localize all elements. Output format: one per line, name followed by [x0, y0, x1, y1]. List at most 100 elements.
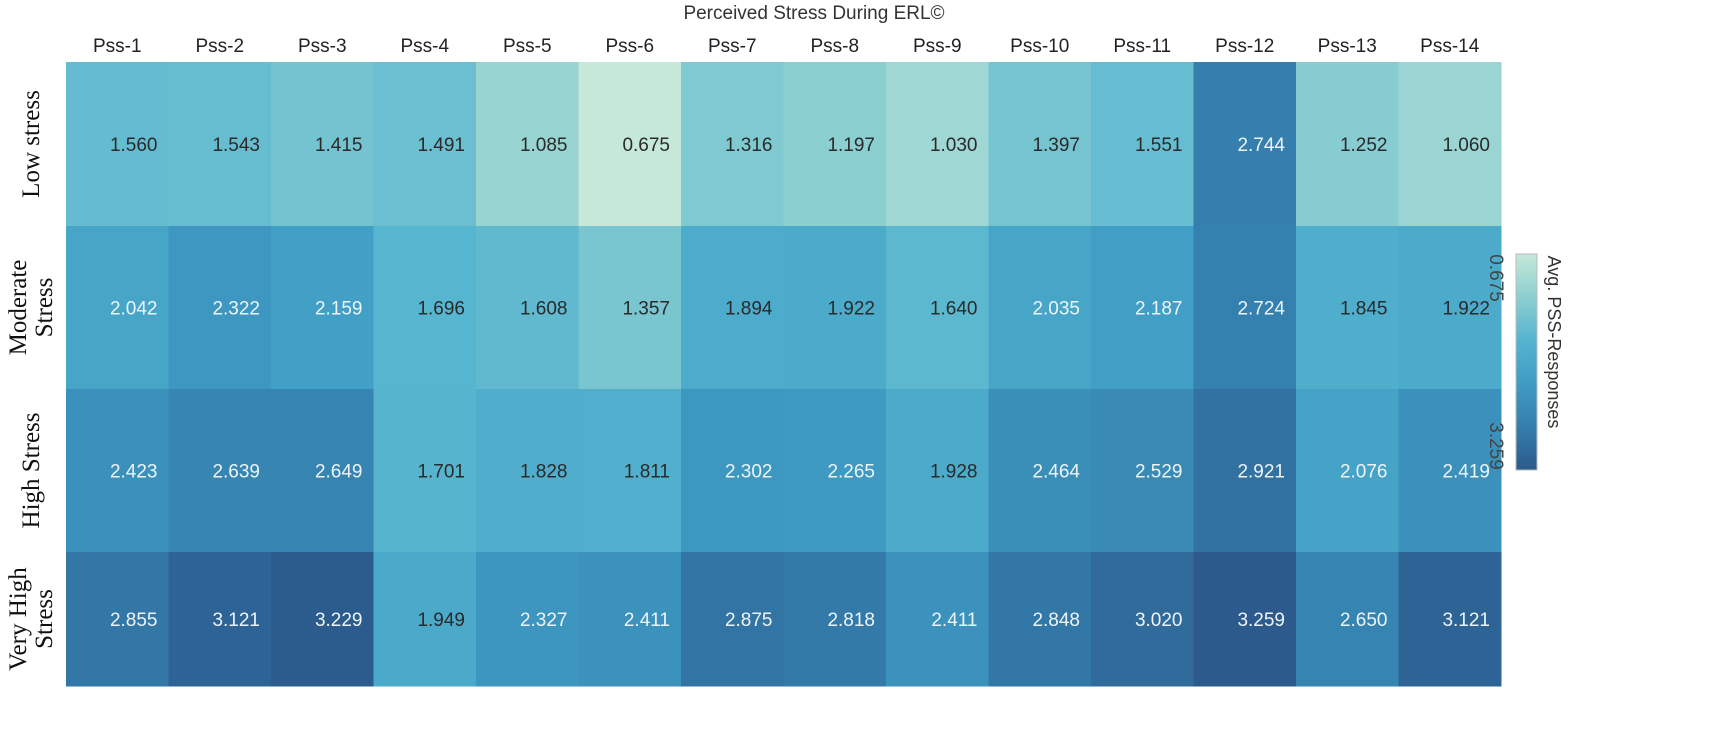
row-label-line: Very High	[5, 567, 32, 671]
column-label: Pss-10	[1010, 36, 1069, 57]
cell-value-label: 2.650	[1340, 610, 1388, 631]
row-label-line: Moderate	[5, 260, 32, 356]
cell-value-label: 1.701	[417, 462, 465, 483]
cell-value-label: 1.640	[930, 299, 978, 320]
heatmap-cell	[578, 552, 682, 687]
cell-value-label: 2.875	[725, 610, 773, 631]
heatmap-cell	[1091, 552, 1194, 687]
heatmap-cell	[168, 552, 272, 687]
cell-value-label: 1.608	[520, 299, 568, 320]
cell-value-label: 1.922	[827, 299, 875, 320]
cell-value-label: 3.121	[1442, 610, 1490, 631]
cell-value-label: 3.020	[1135, 610, 1183, 631]
row-label-line: High Stress	[18, 413, 45, 529]
heatmap-cell	[271, 552, 374, 687]
column-label: Pss-3	[298, 36, 347, 57]
cell-value-label: 2.744	[1237, 135, 1285, 156]
cell-value-label: 2.818	[827, 610, 875, 631]
cell-value-label: 3.259	[1237, 610, 1285, 631]
heatmap-cell	[886, 62, 989, 227]
cell-value-label: 1.030	[930, 135, 978, 156]
legend-min-label: 0.675	[1485, 254, 1506, 302]
cell-value-label: 0.675	[622, 135, 670, 156]
heatmap-cell	[373, 389, 477, 553]
color-legend: Avg. PSS-Responses 0.675 3.259	[1485, 253, 1564, 471]
heatmap-cell	[988, 389, 1092, 553]
heatmap-cell	[1296, 226, 1399, 390]
cell-value-label: 2.042	[110, 299, 158, 320]
cell-value-label: 2.423	[110, 462, 158, 483]
cell-value-label: 2.855	[110, 610, 158, 631]
heatmap-cell	[168, 62, 272, 227]
legend-color-bar	[1515, 253, 1538, 471]
cell-value-label: 1.085	[520, 135, 568, 156]
column-label: Pss-12	[1215, 36, 1274, 57]
cell-value-label: 1.696	[417, 299, 465, 320]
heatmap-cell	[578, 62, 682, 227]
row-label-line: Low stress	[18, 90, 45, 198]
chart-title: Perceived Stress During ERL©	[683, 3, 944, 24]
column-labels: Pss-1 Pss-2 Pss-3 Pss-4 Pss-5 Pss-6 Pss-7 Pss-8…	[93, 36, 1480, 57]
heatmap-cell	[66, 389, 169, 553]
column-label: Pss-11	[1113, 36, 1171, 57]
heatmap-cell	[66, 226, 169, 390]
heatmap-cell	[886, 389, 989, 553]
cell-value-label: 1.060	[1442, 135, 1490, 156]
cell-value-label: 2.724	[1237, 299, 1285, 320]
heatmap-cell	[476, 226, 579, 390]
column-label: Pss-2	[195, 36, 244, 57]
row-label: Moderate Stress	[5, 260, 58, 356]
cell-value-label: 1.491	[417, 135, 465, 156]
heatmap-cell	[1398, 226, 1502, 390]
heatmap-cell	[476, 389, 579, 553]
heatmap-cell	[1398, 552, 1502, 687]
column-label: Pss-14	[1420, 36, 1480, 57]
cell-value-label: 1.551	[1135, 135, 1183, 156]
cell-value-label: 2.076	[1340, 462, 1388, 483]
cell-value-label: 2.411	[624, 610, 670, 631]
cell-value-label: 1.828	[520, 462, 568, 483]
heatmap-cell	[988, 226, 1092, 390]
cell-value-label: 2.921	[1237, 462, 1285, 483]
heatmap-cell	[1193, 552, 1297, 687]
heatmap-cell	[578, 226, 682, 390]
cell-value-label: 1.197	[827, 135, 875, 156]
heatmap-cell	[66, 552, 169, 687]
legend-title: Avg. PSS-Responses	[1544, 256, 1564, 429]
heatmap-cell	[1193, 226, 1297, 390]
row-label-line: Stress	[31, 589, 58, 649]
heatmap-cell	[783, 389, 887, 553]
heatmap-cell	[783, 226, 887, 390]
heatmap-cell	[1193, 389, 1297, 553]
cell-value-label: 2.529	[1135, 462, 1183, 483]
heatmap-cell	[681, 226, 784, 390]
heatmap-cell	[373, 62, 477, 227]
cell-value-label: 2.649	[315, 462, 363, 483]
cell-value-label: 2.187	[1135, 299, 1183, 320]
row-label: High Stress	[18, 413, 45, 529]
row-label-line: Stress	[31, 278, 58, 338]
heatmap-cell	[886, 552, 989, 687]
heatmap-cell	[476, 62, 579, 227]
cell-value-label: 2.411	[931, 610, 977, 631]
heatmap-cell	[578, 389, 682, 553]
column-label: Pss-4	[400, 36, 449, 57]
heatmap-cell	[271, 389, 374, 553]
heatmap-cell	[271, 226, 374, 390]
heatmap-cell	[373, 552, 477, 687]
cell-value-label: 1.922	[1442, 299, 1490, 320]
cell-value-label: 2.419	[1442, 462, 1490, 483]
cell-value-label: 1.845	[1340, 299, 1388, 320]
heatmap-cell	[681, 389, 784, 553]
heatmap-cell	[681, 552, 784, 687]
column-label: Pss-1	[93, 36, 142, 57]
column-label: Pss-9	[913, 36, 962, 57]
column-label: Pss-5	[503, 36, 552, 57]
cell-value-label: 2.464	[1032, 462, 1080, 483]
cell-value-label: 1.252	[1340, 135, 1388, 156]
heatmap-cell	[886, 226, 989, 390]
heatmap-cell	[1296, 62, 1399, 227]
column-label: Pss-7	[708, 36, 757, 57]
